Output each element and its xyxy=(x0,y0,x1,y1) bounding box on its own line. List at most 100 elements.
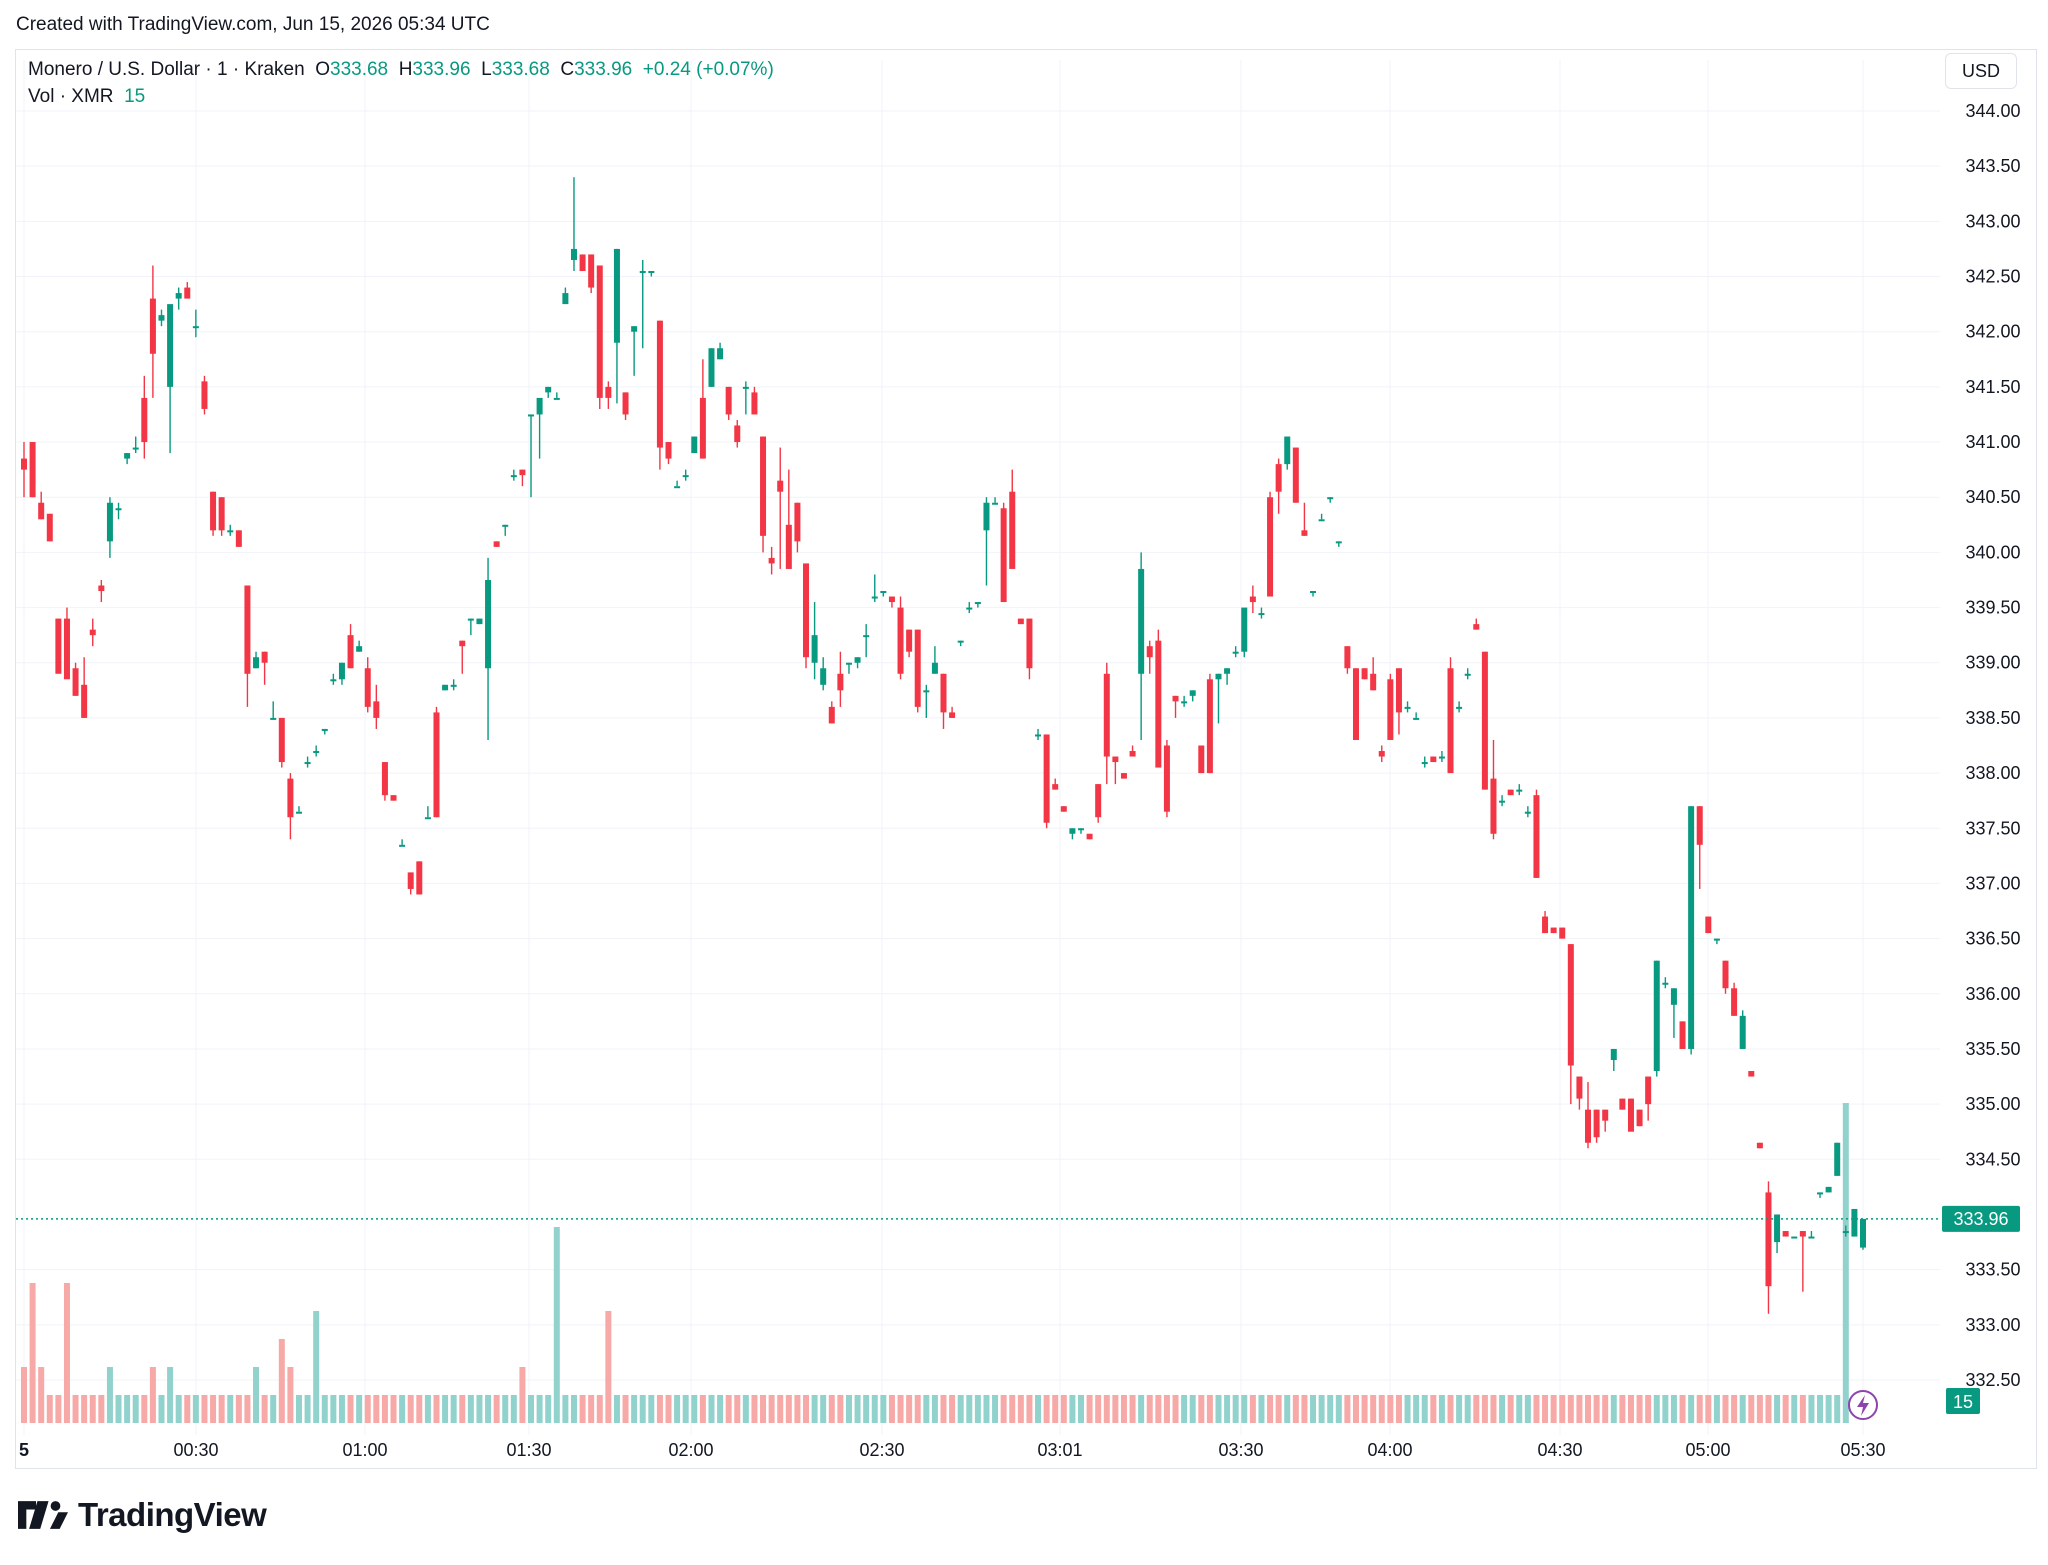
candle-body xyxy=(1009,491,1016,569)
volume-value: 15 xyxy=(124,86,146,107)
candle-body xyxy=(1851,1208,1858,1237)
candle-body xyxy=(854,657,861,663)
volume-bar xyxy=(493,1395,500,1423)
candle-body xyxy=(588,254,595,288)
volume-bar xyxy=(914,1395,921,1423)
volume-bar xyxy=(708,1395,715,1423)
volume-bar xyxy=(1748,1395,1755,1423)
candle-body xyxy=(1120,773,1127,779)
symbol-title[interactable]: Monero / U.S. Dollar · 1 · Kraken xyxy=(28,59,305,80)
candle-body xyxy=(656,320,663,448)
volume-bar xyxy=(399,1395,406,1423)
candle-body xyxy=(1327,497,1334,500)
candle-body xyxy=(1670,988,1677,1005)
last-volume-badge xyxy=(1946,1388,1980,1414)
volume-bar xyxy=(931,1395,938,1423)
candle-body xyxy=(1653,960,1660,1072)
volume-bar xyxy=(1653,1395,1660,1423)
candle-body xyxy=(1782,1231,1789,1237)
volume-bar xyxy=(828,1395,835,1423)
lightning-bolt-icon[interactable] xyxy=(1848,1390,1878,1420)
price-tick-label: 341.00 xyxy=(1965,432,2020,452)
volume-bar xyxy=(106,1367,113,1423)
candle-body xyxy=(863,635,870,638)
candle-body xyxy=(1860,1218,1866,1248)
volume-bar xyxy=(338,1395,345,1423)
volume-bar xyxy=(1670,1395,1677,1423)
volume-bar xyxy=(1430,1395,1437,1423)
candle-body xyxy=(1524,811,1531,814)
volume-bar xyxy=(871,1395,878,1423)
candle-body xyxy=(811,635,818,663)
volume-bar xyxy=(38,1367,45,1423)
candle-body xyxy=(519,469,526,476)
volume-label[interactable]: Vol · XMR xyxy=(28,86,114,107)
time-axis: 5 00:30 01:00 01:30 02:00 02:30 03:01 03:30 04:0… xyxy=(19,1440,1886,1460)
volume-bar xyxy=(132,1395,139,1423)
volume-bar xyxy=(1344,1395,1351,1423)
candle-body xyxy=(1103,673,1110,757)
volume-bar xyxy=(1782,1395,1789,1423)
currency-button[interactable]: USD xyxy=(1945,53,2017,89)
volume-bar xyxy=(1559,1395,1566,1423)
volume-bar xyxy=(1688,1395,1695,1423)
candle-body xyxy=(1842,1231,1849,1234)
volume-bar xyxy=(1112,1395,1119,1423)
candle-body xyxy=(295,811,302,814)
candle-body xyxy=(974,602,981,605)
volume-bar xyxy=(1550,1395,1557,1423)
volume-bar xyxy=(1696,1395,1703,1423)
volume-bar xyxy=(562,1395,569,1423)
last-price-badge xyxy=(1942,1205,2020,1232)
open-label: O xyxy=(315,59,330,80)
candle-body xyxy=(528,414,535,417)
volume-bar xyxy=(1490,1395,1497,1423)
candle-body xyxy=(931,662,938,674)
volume-bar xyxy=(1215,1395,1222,1423)
candle-body xyxy=(21,458,27,470)
candle-body xyxy=(1619,1098,1626,1110)
price-tick-label: 338.50 xyxy=(1965,708,2020,728)
candle-body xyxy=(820,668,827,685)
volume-bar xyxy=(295,1395,302,1423)
tradingview-logo[interactable]: TradingView xyxy=(18,1496,267,1534)
candle-body xyxy=(570,248,577,260)
candle-body xyxy=(1043,734,1050,823)
candle-body xyxy=(1645,1076,1652,1105)
volume-bar xyxy=(863,1395,870,1423)
volume-bar xyxy=(639,1395,646,1423)
candle-body xyxy=(330,679,337,682)
candle-body xyxy=(485,579,492,669)
candle-body xyxy=(1413,717,1420,720)
last-price-label: 333.96 xyxy=(1953,1209,2008,1229)
candle-body xyxy=(1499,800,1506,803)
high-value: 333.96 xyxy=(412,59,471,80)
candle-body xyxy=(29,442,36,498)
candle-body xyxy=(1284,436,1291,465)
volume-bar xyxy=(424,1395,431,1423)
volume-bar xyxy=(115,1395,122,1423)
candle-body xyxy=(1756,1142,1763,1149)
volume-bar xyxy=(1275,1395,1282,1423)
volume-bar xyxy=(1335,1395,1342,1423)
volume-bar xyxy=(725,1395,732,1423)
volume-bar xyxy=(1155,1395,1162,1423)
volume-bar xyxy=(1043,1395,1050,1423)
change-value: +0.24 (+0.07%) xyxy=(642,59,774,80)
volume-bar xyxy=(949,1395,956,1423)
candle-body xyxy=(674,486,681,489)
candle-body xyxy=(923,690,930,693)
candle-body xyxy=(914,629,921,707)
volume-bar xyxy=(528,1395,535,1423)
candle-body xyxy=(1095,784,1102,818)
volume-bar xyxy=(519,1367,526,1423)
candle-body xyxy=(1602,1109,1609,1121)
price-tick-label: 342.00 xyxy=(1965,322,2020,342)
candle-body xyxy=(253,657,260,669)
candle-body xyxy=(717,348,724,360)
volume-bar xyxy=(648,1395,655,1423)
volume-bar xyxy=(957,1395,964,1423)
volume-bar xyxy=(579,1395,586,1423)
volume-bar xyxy=(1009,1395,1016,1423)
